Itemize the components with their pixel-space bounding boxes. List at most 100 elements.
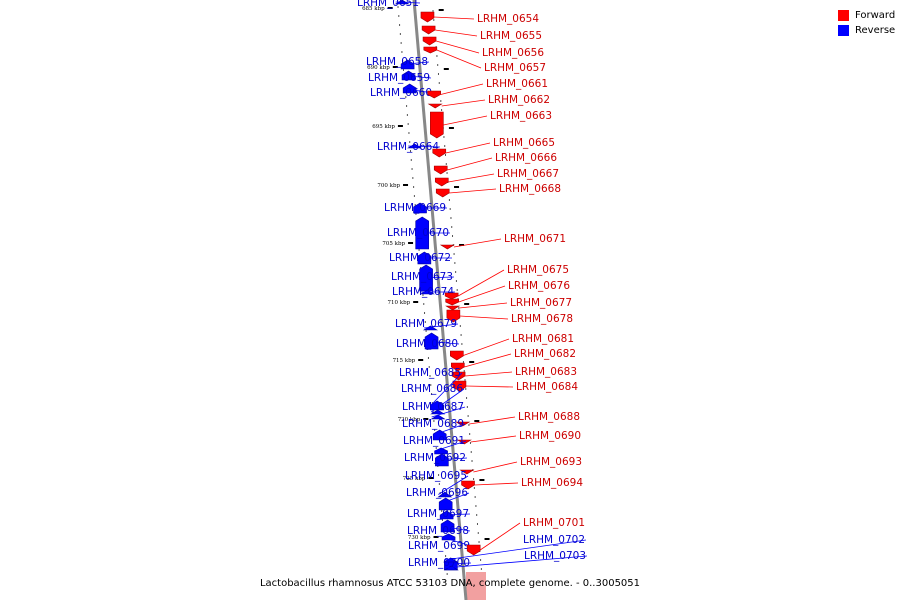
gene-feature-lrhm_0691[interactable] [434,447,448,455]
gene-label-lrhm_0681[interactable]: LRHM_0681 [512,333,574,345]
gene-feature-lrhm_0680[interactable] [424,332,439,350]
gene-label-lrhm_0661[interactable]: LRHM_0661 [486,78,548,90]
gene-feature-lrhm_0678[interactable] [446,309,461,323]
gene-feature-lrhm_0676[interactable] [445,298,459,306]
gene-feature-lrhm_0690[interactable] [456,439,472,445]
gene-label-lrhm_0690[interactable]: LRHM_0690 [519,430,581,442]
gene-feature-lrhm_0681[interactable] [450,350,464,361]
gene-label-lrhm_0700[interactable]: LRHM_0700 [408,557,470,569]
gene-feature-lrhm_0692[interactable] [435,453,449,467]
gene-label-lrhm_0667[interactable]: LRHM_0667 [497,168,559,180]
gene-label-lrhm_0696[interactable]: LRHM_0696 [406,487,468,499]
gene-label-lrhm_0684[interactable]: LRHM_0684 [516,381,578,393]
gene-label-lrhm_0655[interactable]: LRHM_0655 [480,30,542,42]
gene-label-lrhm_0695[interactable]: LRHM_0695 [405,470,467,482]
gene-label-lrhm_0699[interactable]: LRHM_0699 [408,540,470,552]
guide-dot [414,204,416,206]
gene-feature-lrhm_0696[interactable] [438,497,453,511]
gene-feature-lrhm_0677[interactable] [445,305,461,311]
gene-label-lrhm_0692[interactable]: LRHM_0692 [404,452,466,464]
gene-label-lrhm_0680[interactable]: LRHM_0680 [396,338,458,350]
gene-label-lrhm_0665[interactable]: LRHM_0665 [493,137,555,149]
scale-tick [474,420,480,422]
gene-feature-lrhm_0661[interactable] [427,90,441,99]
gene-feature-lrhm_0682[interactable] [451,362,465,372]
gene-feature-lrhm_0658[interactable] [400,59,415,70]
gene-label-lrhm_0693[interactable]: LRHM_0693 [520,456,582,468]
gene-label-lrhm_0668[interactable]: LRHM_0668 [499,183,561,195]
gene-label-lrhm_0698[interactable]: LRHM_0698 [407,525,469,537]
guide-dot [405,96,407,98]
legend-reverse-label: Reverse [855,25,896,36]
gene-label-lrhm_0672[interactable]: LRHM_0672 [389,252,451,264]
gene-label-lrhm_0688[interactable]: LRHM_0688 [518,411,580,423]
gene-label-lrhm_0703[interactable]: LRHM_0703 [524,550,586,562]
gene-feature-lrhm_0657[interactable] [423,46,438,54]
gene-label-lrhm_0679[interactable]: LRHM_0679 [395,318,457,330]
gene-feature-lrhm_0693[interactable] [459,469,475,475]
gene-label-lrhm_0687[interactable]: LRHM_0687 [402,401,464,413]
gene-label-lrhm_0691[interactable]: LRHM_0691 [403,435,465,447]
gene-leader-line [430,372,463,406]
gene-label-lrhm_0663[interactable]: LRHM_0663 [490,110,552,122]
guide-dot [476,514,478,516]
gene-feature-lrhm_0695[interactable] [437,491,453,498]
gene-label-lrhm_0651[interactable]: LRHM_0651 [357,0,419,9]
gene-label-lrhm_0671[interactable]: LRHM_0671 [504,233,566,245]
gene-leader-line [430,388,465,413]
gene-label-lrhm_0685[interactable]: LRHM_0685 [399,367,461,379]
gene-feature-lrhm_0694[interactable] [461,480,475,490]
gene-label-lrhm_0673[interactable]: LRHM_0673 [391,271,453,283]
gene-feature-lrhm_0688[interactable] [455,421,471,427]
gene-label-lrhm_0666[interactable]: LRHM_0666 [495,152,557,164]
gene-feature-lrhm_0662[interactable] [427,103,443,109]
gene-feature-lrhm_0685[interactable] [430,400,444,411]
guide-dot [450,217,452,219]
gene-label-lrhm_0701[interactable]: LRHM_0701 [523,517,585,529]
gene-label-lrhm_0697[interactable]: LRHM_0697 [407,508,469,520]
gene-label-lrhm_0682[interactable]: LRHM_0682 [514,348,576,360]
gene-feature-lrhm_0671[interactable] [439,244,455,250]
gene-label-lrhm_0675[interactable]: LRHM_0675 [507,264,569,276]
guide-dot [465,388,467,390]
gene-feature-lrhm_0659[interactable] [401,70,416,81]
gene-feature-lrhm_0687[interactable] [430,414,446,420]
gene-feature-lrhm_0675[interactable] [444,292,459,300]
gene-feature-lrhm_0656[interactable] [422,36,437,46]
gene-feature-lrhm_0663[interactable] [430,111,444,139]
gene-feature-lrhm_0655[interactable] [421,25,436,35]
gene-feature-lrhm_0667[interactable] [434,177,449,187]
gene-label-lrhm_0674[interactable]: LRHM_0674 [392,286,454,298]
gene-label-lrhm_0676[interactable]: LRHM_0676 [508,280,570,292]
gene-feature-lrhm_0666[interactable] [433,165,448,175]
gene-feature-lrhm_0654[interactable] [420,11,435,23]
gene-label-lrhm_0670[interactable]: LRHM_0670 [387,227,449,239]
gene-label-lrhm_0654[interactable]: LRHM_0654 [477,13,539,25]
gene-label-lrhm_0694[interactable]: LRHM_0694 [521,477,583,489]
gene-label-lrhm_0683[interactable]: LRHM_0683 [515,366,577,378]
gene-feature-lrhm_0701[interactable] [466,544,481,556]
gene-feature-lrhm_0686[interactable] [430,409,446,415]
guide-dot [473,487,475,489]
guide-dot [480,559,482,561]
guide-dot [422,294,424,296]
gene-label-lrhm_0689[interactable]: LRHM_0689 [402,418,464,430]
gene-label-lrhm_0678[interactable]: LRHM_0678 [511,313,573,325]
gene-feature-lrhm_0665[interactable] [432,148,447,158]
gene-label-lrhm_0686[interactable]: LRHM_0686 [401,383,463,395]
gene-label-lrhm_0659[interactable]: LRHM_0659 [368,72,430,84]
gene-label-lrhm_0658[interactable]: LRHM_0658 [366,56,428,68]
gene-label-lrhm_0662[interactable]: LRHM_0662 [488,94,550,106]
gene-feature-lrhm_0689[interactable] [432,429,447,441]
gene-label-lrhm_0677[interactable]: LRHM_0677 [510,297,572,309]
gene-label-lrhm_0657[interactable]: LRHM_0657 [484,62,546,74]
gene-label-lrhm_0664[interactable]: LRHM_0664 [377,141,439,153]
gene-label-lrhm_0669[interactable]: LRHM_0669 [384,202,446,214]
gene-feature-lrhm_0702[interactable] [442,557,459,563]
gene-label-lrhm_0702[interactable]: LRHM_0702 [523,534,585,546]
gene-label-lrhm_0660[interactable]: LRHM_0660 [370,87,432,99]
gene-label-lrhm_0656[interactable]: LRHM_0656 [482,47,544,59]
gene-feature-lrhm_0668[interactable] [435,188,450,198]
gene-feature-lrhm_0699[interactable] [441,533,456,541]
gene-feature-lrhm_0684[interactable] [452,380,467,392]
